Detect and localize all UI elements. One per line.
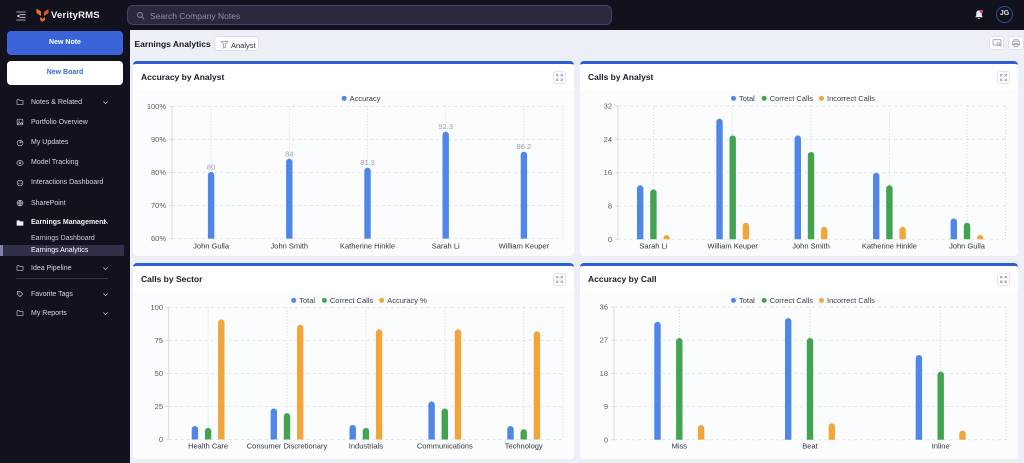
svg-text:75: 75 — [155, 336, 163, 345]
svg-text:Consumer Discretionary: Consumer Discretionary — [247, 442, 328, 451]
svg-text:80%: 80% — [151, 168, 166, 177]
svg-text:Incorrect Calls: Incorrect Calls — [827, 296, 875, 305]
svg-text:18: 18 — [600, 369, 608, 378]
svg-text:John Gulla: John Gulla — [193, 242, 230, 251]
svg-text:Correct Calls: Correct Calls — [770, 296, 814, 305]
svg-text:Katherine Hinkle: Katherine Hinkle — [862, 242, 917, 251]
svg-text:0: 0 — [608, 235, 612, 244]
svg-text:25: 25 — [155, 402, 163, 411]
svg-text:Total: Total — [739, 296, 755, 305]
svg-text:86.2: 86.2 — [517, 142, 532, 151]
svg-text:Katherine Hinkle: Katherine Hinkle — [340, 242, 395, 251]
svg-text:Miss: Miss — [672, 442, 688, 451]
svg-text:Inline: Inline — [932, 442, 950, 451]
svg-text:Sarah Li: Sarah Li — [639, 242, 667, 251]
svg-text:Total: Total — [739, 94, 755, 103]
svg-text:100%: 100% — [147, 102, 167, 111]
svg-text:Total: Total — [299, 296, 315, 305]
svg-text:Correct Calls: Correct Calls — [330, 296, 374, 305]
svg-text:32: 32 — [604, 102, 612, 111]
svg-text:William Keuper: William Keuper — [707, 242, 758, 251]
svg-text:84: 84 — [285, 149, 293, 158]
svg-text:Correct Calls: Correct Calls — [770, 94, 814, 103]
svg-text:0: 0 — [604, 435, 608, 444]
svg-text:90%: 90% — [151, 135, 166, 144]
svg-text:Sarah Li: Sarah Li — [432, 242, 460, 251]
svg-text:60%: 60% — [151, 234, 166, 243]
svg-text:70%: 70% — [151, 201, 166, 210]
svg-text:John Smith: John Smith — [792, 242, 830, 251]
svg-text:Health Care: Health Care — [188, 442, 228, 451]
svg-text:16: 16 — [604, 168, 612, 177]
svg-text:81.3: 81.3 — [360, 158, 375, 167]
svg-text:John Smith: John Smith — [271, 242, 309, 251]
svg-text:Accuracy: Accuracy — [350, 94, 381, 103]
svg-text:24: 24 — [604, 135, 612, 144]
svg-text:36: 36 — [600, 303, 608, 312]
svg-text:Beat: Beat — [802, 442, 818, 451]
svg-text:Industrials: Industrials — [349, 442, 383, 451]
svg-text:27: 27 — [600, 336, 608, 345]
svg-text:9: 9 — [604, 402, 608, 411]
svg-text:50: 50 — [155, 369, 163, 378]
svg-text:Accuracy %: Accuracy % — [387, 296, 427, 305]
svg-text:Communications: Communications — [417, 442, 473, 451]
svg-text:William Keuper: William Keuper — [499, 242, 550, 251]
svg-text:8: 8 — [608, 202, 612, 211]
svg-text:100: 100 — [150, 303, 163, 312]
svg-text:Technology: Technology — [505, 442, 543, 451]
svg-text:John Gulla: John Gulla — [949, 242, 986, 251]
svg-text:92.3: 92.3 — [438, 122, 453, 131]
svg-text:80: 80 — [207, 162, 215, 171]
svg-text:Incorrect Calls: Incorrect Calls — [827, 94, 875, 103]
svg-text:0: 0 — [159, 435, 163, 444]
